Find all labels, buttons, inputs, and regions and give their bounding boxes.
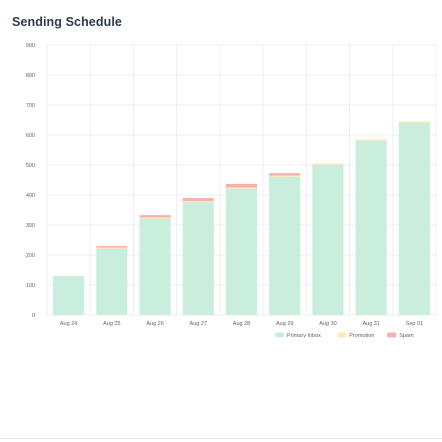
bar-promotion[interactable] — [398, 121, 430, 124]
bar-primary-inbox[interactable] — [398, 123, 430, 315]
x-tick-label: Aug 30 — [319, 321, 336, 327]
y-tick-label: 400 — [26, 193, 35, 199]
bar-primary-inbox[interactable] — [96, 249, 128, 315]
y-tick-label: 200 — [26, 253, 35, 259]
bar-primary-inbox[interactable] — [269, 177, 301, 315]
y-tick-label: 800 — [26, 73, 35, 79]
x-tick-label: Sep 01 — [406, 321, 423, 327]
bar-primary-inbox[interactable] — [225, 189, 258, 315]
legend-label: Spam — [399, 333, 414, 339]
y-tick-label: 900 — [26, 43, 35, 49]
x-tick-label: Aug 27 — [190, 321, 207, 327]
page-title: Sending Schedule — [12, 15, 122, 29]
y-tick-label: 500 — [26, 163, 35, 169]
bar-promotion[interactable] — [139, 217, 171, 220]
y-tick-label: 600 — [26, 133, 35, 139]
x-tick-label: Aug 26 — [146, 321, 163, 327]
x-tick-label: Aug 29 — [276, 321, 293, 327]
legend-label: Promotion — [349, 333, 374, 339]
bar-spam[interactable] — [269, 173, 301, 176]
x-tick-label: Aug 24 — [60, 321, 77, 327]
bar-promotion[interactable] — [355, 139, 387, 142]
legend-swatch — [275, 332, 284, 338]
bar-spam[interactable] — [182, 198, 214, 201]
bar-promotion[interactable] — [182, 201, 214, 203]
bar-promotion[interactable] — [96, 247, 128, 250]
bar-primary-inbox[interactable] — [139, 219, 171, 315]
bar-spam[interactable] — [225, 183, 258, 188]
bar-spam[interactable] — [96, 246, 128, 248]
y-tick-label: 100 — [26, 283, 35, 289]
legend-label: Primary Inbox — [287, 333, 321, 339]
bar-primary-inbox[interactable] — [312, 165, 344, 315]
bar-primary-inbox[interactable] — [53, 276, 85, 315]
bar-promotion[interactable] — [269, 175, 301, 178]
x-tick-label: Aug 25 — [103, 321, 120, 327]
bar-promotion[interactable] — [225, 187, 258, 190]
divider — [0, 438, 442, 439]
x-tick-label: Aug 31 — [362, 321, 379, 327]
y-tick-label: 700 — [26, 103, 35, 109]
y-tick-label: 0 — [32, 313, 35, 319]
y-tick-label: 300 — [26, 223, 35, 229]
bar-promotion[interactable] — [312, 163, 344, 166]
x-tick-label: Aug 28 — [233, 321, 250, 327]
bar-spam[interactable] — [139, 215, 171, 218]
legend-swatch — [337, 332, 347, 338]
bar-primary-inbox[interactable] — [355, 141, 387, 315]
legend-swatch — [387, 332, 397, 338]
bar-primary-inbox[interactable] — [182, 202, 214, 316]
